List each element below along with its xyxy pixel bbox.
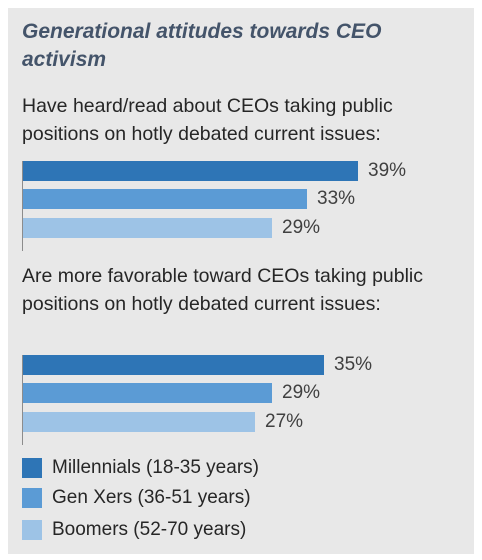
value-label-genx: 29% <box>282 382 321 403</box>
legend-label-boomers: Boomers (52-70 years) <box>52 519 247 540</box>
question-1-title: Have heard/read about CEOs taking public… <box>22 95 393 145</box>
chart-title: Generational attitudes towards CEO activ… <box>22 20 382 71</box>
bar-millennials <box>23 161 358 181</box>
question-2-title: Are more favorable toward CEOs taking pu… <box>22 265 424 315</box>
group-2-axis-line <box>22 355 23 445</box>
legend-label-millennials: Millennials (18-35 years) <box>52 457 259 478</box>
group-1-axis-line <box>22 161 23 251</box>
legend-label-genx: Gen Xers (36-51 years) <box>52 487 251 508</box>
chart-panel: Generational attitudes towards CEO activ… <box>8 8 474 554</box>
bar-boomers <box>23 412 255 432</box>
bar-genx <box>23 189 307 209</box>
legend-swatch-boomers <box>22 520 42 540</box>
value-label-millennials: 39% <box>368 160 407 181</box>
value-label-millennials: 35% <box>334 354 373 375</box>
bar-boomers <box>23 218 272 238</box>
bar-millennials <box>23 355 324 375</box>
legend-swatch-millennials <box>22 458 42 478</box>
bar-genx <box>23 383 272 403</box>
value-label-boomers: 27% <box>265 411 304 432</box>
value-label-boomers: 29% <box>282 217 321 238</box>
legend-swatch-genx <box>22 488 42 508</box>
value-label-genx: 33% <box>317 188 356 209</box>
